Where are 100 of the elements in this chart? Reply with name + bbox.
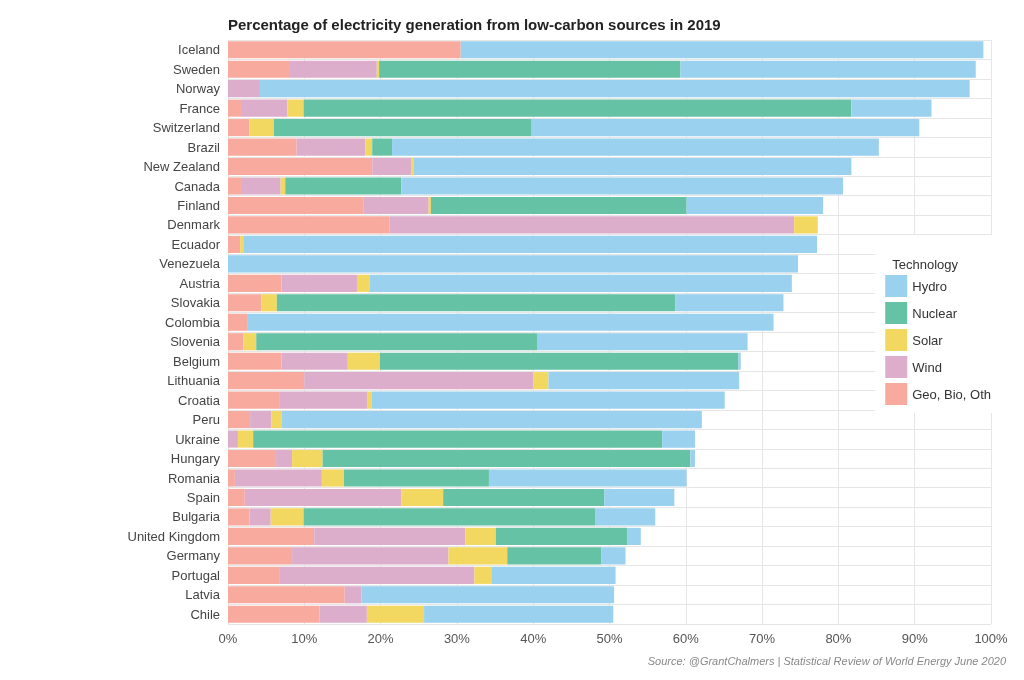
bar xyxy=(738,352,741,370)
bar xyxy=(228,352,282,370)
bar xyxy=(273,119,532,137)
bar xyxy=(369,274,792,292)
bar xyxy=(662,430,695,448)
bar xyxy=(379,60,681,78)
bar xyxy=(361,586,615,604)
bar xyxy=(279,566,475,584)
bar xyxy=(228,566,280,584)
bar xyxy=(460,41,984,59)
chart-title: Percentage of electricity generation from low-carbon sources in 2019 xyxy=(228,16,721,33)
bar xyxy=(675,294,784,312)
y-tick-label: Slovakia xyxy=(170,295,221,311)
bar xyxy=(228,41,461,59)
x-tick-label: 100% xyxy=(974,631,1009,646)
x-tick-label: 70% xyxy=(749,631,776,646)
bar xyxy=(279,391,368,409)
y-tick-label: Ecuador xyxy=(171,236,221,252)
bar xyxy=(228,527,315,545)
y-tick-label: Bulgaria xyxy=(172,509,221,525)
bar xyxy=(531,119,920,137)
bar xyxy=(228,80,261,98)
bar xyxy=(240,177,281,195)
bar xyxy=(281,411,702,429)
y-tick-label: Portugal xyxy=(171,567,221,583)
y-tick-label: Finland xyxy=(177,197,220,213)
y-tick-label: Ukraine xyxy=(175,431,220,447)
bar xyxy=(240,235,245,253)
bar xyxy=(228,449,277,468)
bar xyxy=(228,488,245,507)
y-tick-label: Germany xyxy=(166,548,221,564)
bar xyxy=(228,255,798,273)
bar xyxy=(304,372,534,390)
y-tick-label: Croatia xyxy=(178,392,221,408)
y-tick-label: Peru xyxy=(192,412,220,428)
y-tick-label: Latvia xyxy=(185,587,221,603)
bar xyxy=(292,449,323,468)
legend-label: Geo, Bio, Oth xyxy=(912,386,991,402)
bar xyxy=(690,449,695,468)
bar xyxy=(253,430,663,448)
bar xyxy=(595,508,656,526)
y-tick-label: Austria xyxy=(179,275,221,291)
x-tick-label: 0% xyxy=(218,631,238,646)
bar xyxy=(228,586,345,604)
bar xyxy=(260,80,970,98)
bar xyxy=(244,235,818,253)
bar xyxy=(365,138,373,156)
y-tick-label: Spain xyxy=(186,489,220,505)
y-tick-label: Venezuela xyxy=(159,256,221,272)
bar xyxy=(276,294,676,312)
bar xyxy=(270,508,304,526)
bar xyxy=(276,449,293,468)
bar xyxy=(228,235,241,253)
source-note: Source: @GrantChalmers | Statistical Review of World Energy June 2020 xyxy=(647,654,1007,667)
bar xyxy=(228,119,250,137)
bar xyxy=(228,547,293,565)
bar xyxy=(228,411,251,429)
bar xyxy=(247,313,774,331)
y-tick-label: Sweden xyxy=(173,61,220,77)
bar xyxy=(271,411,282,429)
y-tick-label: Iceland xyxy=(178,42,220,58)
bar xyxy=(228,294,262,312)
bar xyxy=(249,508,271,526)
legend-label: Wind xyxy=(912,359,942,375)
bar xyxy=(281,274,357,292)
bar xyxy=(491,566,616,584)
bar xyxy=(256,333,538,351)
bar xyxy=(228,372,305,390)
y-tick-label: Denmark xyxy=(167,217,221,233)
bar xyxy=(244,488,402,507)
bar xyxy=(424,605,614,623)
y-tick-label: Belgium xyxy=(173,353,220,369)
bar xyxy=(303,99,852,117)
x-tick-label: 90% xyxy=(901,631,929,646)
bar xyxy=(234,469,322,487)
bar xyxy=(851,99,932,117)
bar xyxy=(296,138,366,156)
bar xyxy=(604,488,675,507)
bar xyxy=(228,313,248,331)
bar xyxy=(249,119,274,137)
legend-label: Hydro xyxy=(912,278,947,294)
y-tick-label: Norway xyxy=(175,81,221,97)
bar xyxy=(401,488,444,507)
x-tick-label: 40% xyxy=(520,631,547,646)
bar xyxy=(465,527,496,545)
y-tick-label: New Zealand xyxy=(143,159,220,175)
bar xyxy=(250,411,272,429)
bar xyxy=(488,469,687,487)
bar xyxy=(228,216,390,234)
y-tick-label: Colombia xyxy=(165,314,221,330)
bar xyxy=(243,333,257,351)
bar xyxy=(413,157,852,176)
y-tick-label: Romania xyxy=(167,470,221,486)
y-tick-label: France xyxy=(179,100,220,116)
y-tick-label: Chile xyxy=(190,606,220,622)
bar xyxy=(228,274,282,292)
bar xyxy=(507,547,602,565)
bar xyxy=(371,391,725,409)
bar xyxy=(292,547,449,565)
legend-label: Solar xyxy=(912,332,944,348)
